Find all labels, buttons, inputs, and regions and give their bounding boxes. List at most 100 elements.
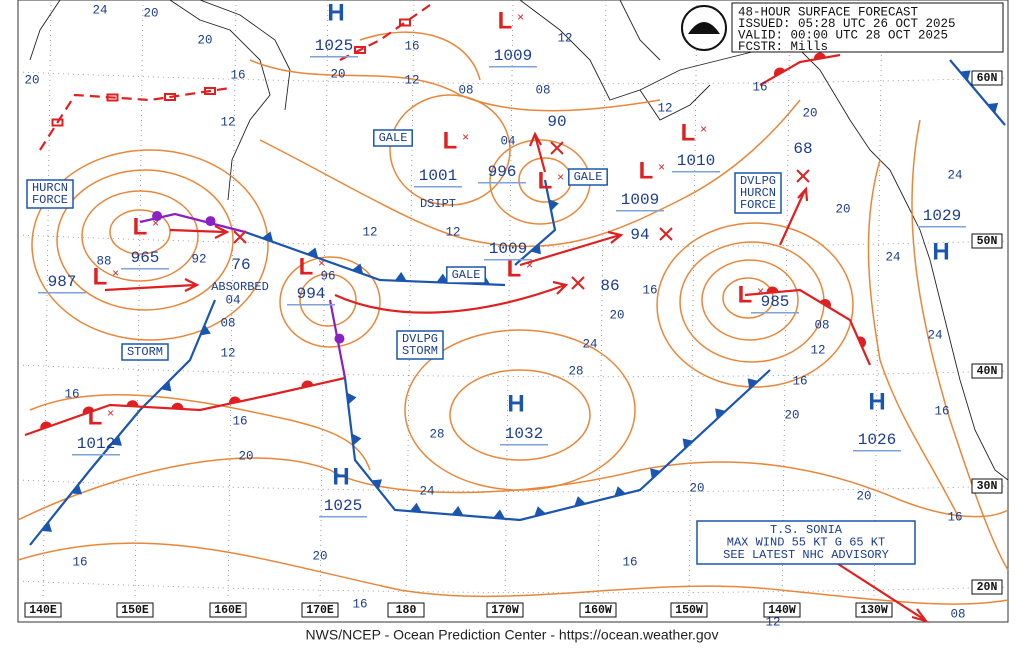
motion-arrow <box>104 278 200 292</box>
longitude-box <box>387 602 425 618</box>
note: DSIPT <box>420 197 456 211</box>
center-symbol: L <box>443 127 458 154</box>
center-pressure: 994 <box>297 285 326 303</box>
center-x: × <box>318 257 325 271</box>
center-pressure: 1026 <box>858 431 896 449</box>
front-triangle <box>987 102 999 114</box>
forecast-pressure: 76 <box>231 256 250 274</box>
front-mark <box>164 93 176 101</box>
isobar-label: 24 <box>419 484 434 498</box>
front-triangle <box>715 408 726 420</box>
warning-text: DVLPG <box>402 332 438 346</box>
warning-box <box>734 172 782 214</box>
isobar-label: 12 <box>220 115 235 129</box>
latitude-label: 20N <box>977 581 998 594</box>
meridian <box>227 0 237 601</box>
front-semicircle <box>171 402 184 410</box>
occluded-front <box>139 212 246 234</box>
warning-text: GALE <box>452 268 481 282</box>
isobar-label: 96 <box>320 269 335 283</box>
isobar-label: 20 <box>856 489 871 503</box>
header-box <box>681 2 1004 53</box>
stationary-front <box>339 4 431 61</box>
front-triangle <box>548 199 559 211</box>
center-pressure: 996 <box>488 163 517 181</box>
advisory-line: SEE LATEST NHC ADVISORY <box>723 548 889 562</box>
center-symbol: L <box>88 403 103 430</box>
warning-box <box>446 266 486 284</box>
isobar <box>656 222 854 388</box>
warm-front <box>24 376 346 437</box>
forecast-pressure: 68 <box>793 140 812 158</box>
longitude-label: 170E <box>306 604 334 617</box>
latitude-box <box>971 233 1003 249</box>
isobar-label: 24 <box>885 250 900 264</box>
center-symbol: L <box>299 253 314 280</box>
forecast-position <box>571 276 585 290</box>
meridian <box>504 0 514 601</box>
isobar-label: 24 <box>927 328 942 342</box>
header-line: ISSUED: 05:28 UTC 26 OCT 2025 <box>738 17 956 31</box>
isobar-label: 04 <box>500 134 515 148</box>
center-pressure: 1009 <box>494 47 532 65</box>
meridian <box>873 0 883 601</box>
longitude-box <box>116 602 154 618</box>
isobar-label: 20 <box>197 33 212 47</box>
front-triangle <box>436 273 449 283</box>
center-symbol: H <box>868 388 885 415</box>
longitude-label: 140W <box>768 604 796 617</box>
motion-arrow <box>834 561 929 623</box>
warning-box <box>373 129 413 147</box>
front-triangle <box>493 509 506 519</box>
isobar-label: 12 <box>220 346 235 360</box>
center-symbol: L <box>738 281 753 308</box>
center-pressure: 1009 <box>621 191 659 209</box>
front-semicircle <box>857 336 866 348</box>
warning-box <box>26 179 74 209</box>
warm-front <box>759 53 841 86</box>
front-triangle <box>351 263 364 275</box>
center-symbol: L <box>498 7 513 34</box>
front-semicircle <box>774 67 786 77</box>
isobar <box>81 190 199 282</box>
longitude-label: 180 <box>396 604 417 617</box>
front-mark <box>399 18 411 27</box>
longitude-label: 170W <box>491 604 519 617</box>
isobar-label: 08 <box>220 316 235 330</box>
front-triangle <box>200 324 211 336</box>
map-frame <box>17 0 1009 623</box>
isobar-label: 16 <box>352 597 367 611</box>
front-triangle <box>41 521 53 532</box>
isobar-label: 12 <box>557 31 572 45</box>
center-symbol: H <box>327 0 344 26</box>
front-semicircle <box>205 216 216 227</box>
forecast-position <box>233 230 247 244</box>
isobar <box>449 369 591 461</box>
warning-box <box>121 343 169 361</box>
isobar-label: 08 <box>535 83 550 97</box>
isobar-label: 16 <box>792 374 807 388</box>
front-semicircle <box>152 211 163 222</box>
isobar-label: 20 <box>835 202 850 216</box>
front-mark <box>106 93 119 102</box>
front-triangle <box>451 506 464 516</box>
front-semicircle <box>228 396 241 404</box>
isobar <box>259 99 801 248</box>
isobar <box>867 159 961 521</box>
isobar-label: 20 <box>143 6 158 20</box>
isobar <box>911 119 1009 571</box>
isobar <box>299 273 357 327</box>
center-x: × <box>462 131 469 145</box>
forecast-pressure: 94 <box>630 226 649 244</box>
isobar <box>389 94 511 206</box>
center-pressure: 1010 <box>677 152 715 170</box>
center-pressure: 1009 <box>489 240 527 258</box>
pressure-underline <box>287 304 335 306</box>
front-triangle <box>306 247 319 259</box>
isobar-label: 16 <box>404 39 419 53</box>
pressure-underline <box>414 186 462 188</box>
front-semicircle <box>766 286 779 294</box>
center-pressure: 1032 <box>505 425 543 443</box>
isobar-label: 16 <box>64 387 79 401</box>
